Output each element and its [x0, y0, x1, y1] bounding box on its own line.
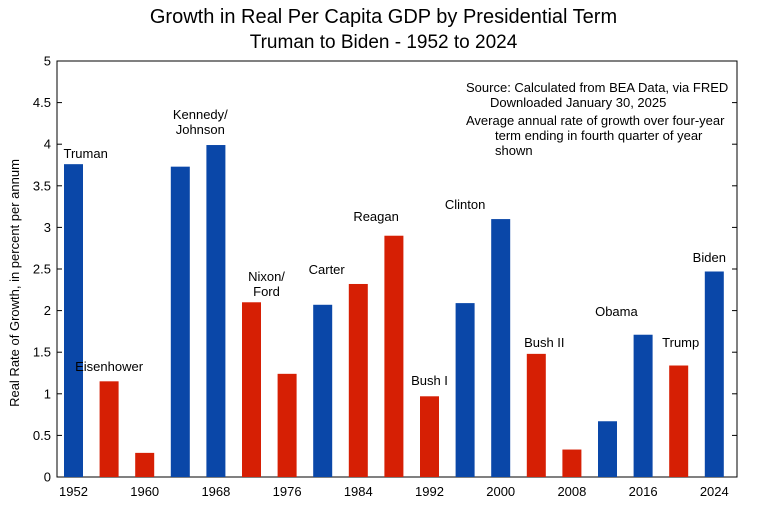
bar: [384, 235, 404, 477]
x-tick-label: 1984: [344, 484, 373, 499]
x-tick-label: 2008: [557, 484, 586, 499]
x-tick-label: 2024: [700, 484, 729, 499]
annotation-line: term ending in fourth quarter of year: [495, 128, 703, 143]
x-tick-label: 1968: [201, 484, 230, 499]
bar: [420, 396, 439, 477]
bar: [135, 452, 155, 477]
president-label: Trump: [662, 335, 699, 350]
x-tick-label: 1952: [59, 484, 88, 499]
bar: [526, 353, 546, 477]
bar: [455, 303, 475, 477]
bar: [242, 302, 261, 477]
chart-title: Growth in Real Per Capita GDP by Preside…: [149, 6, 618, 28]
president-label: Clinton: [445, 197, 485, 212]
bar: [348, 283, 368, 477]
y-tick-label: 2.5: [33, 262, 51, 277]
bar: [99, 381, 119, 477]
y-tick-label: 2: [44, 303, 51, 318]
president-label: Bush I: [411, 373, 448, 388]
president-label: Bush II: [524, 335, 564, 350]
x-tick-label: 1976: [273, 484, 302, 499]
bar: [64, 164, 83, 477]
president-label: Eisenhower: [75, 359, 144, 374]
y-tick-label: 5: [44, 54, 51, 69]
president-label: Obama: [595, 304, 638, 319]
president-label: Carter: [309, 262, 346, 277]
president-label: Nixon/Ford: [248, 269, 285, 299]
bar: [491, 219, 511, 477]
bar: [598, 421, 617, 477]
y-tick-label: 0: [44, 470, 51, 485]
annotation-line: Source: Calculated from BEA Data, via FR…: [466, 80, 728, 95]
bar: [170, 166, 190, 477]
bar: [313, 304, 333, 477]
x-tick-label: 1992: [415, 484, 444, 499]
annotation-line: Average annual rate of growth over four-…: [466, 113, 725, 128]
president-label: Truman: [64, 146, 108, 161]
president-label: Kennedy/Johnson: [173, 107, 228, 137]
x-tick-label: 2000: [486, 484, 515, 499]
bar: [669, 365, 689, 477]
chart-subtitle: Truman to Biden - 1952 to 2024: [249, 32, 518, 53]
y-tick-label: 1.5: [33, 345, 51, 360]
y-tick-label: 3.5: [33, 178, 51, 193]
bar: [704, 271, 724, 477]
x-tick-label: 1960: [130, 484, 159, 499]
bar: [562, 449, 582, 477]
bar: [277, 373, 297, 477]
president-label: Biden: [693, 250, 726, 265]
president-label: Reagan: [353, 209, 399, 224]
y-tick-label: 4.5: [33, 95, 51, 110]
y-tick-label: 4: [44, 137, 51, 152]
y-tick-label: 1: [44, 386, 51, 401]
annotation-line: Downloaded January 30, 2025: [490, 95, 666, 110]
annotation-line: shown: [495, 143, 533, 158]
x-tick-label: 2016: [629, 484, 658, 499]
bar: [206, 145, 226, 478]
bar: [633, 334, 653, 477]
y-tick-label: 0.5: [33, 428, 51, 443]
y-axis-label: Real Rate of Growth, in percent per annu…: [7, 159, 22, 407]
y-tick-label: 3: [44, 220, 51, 235]
